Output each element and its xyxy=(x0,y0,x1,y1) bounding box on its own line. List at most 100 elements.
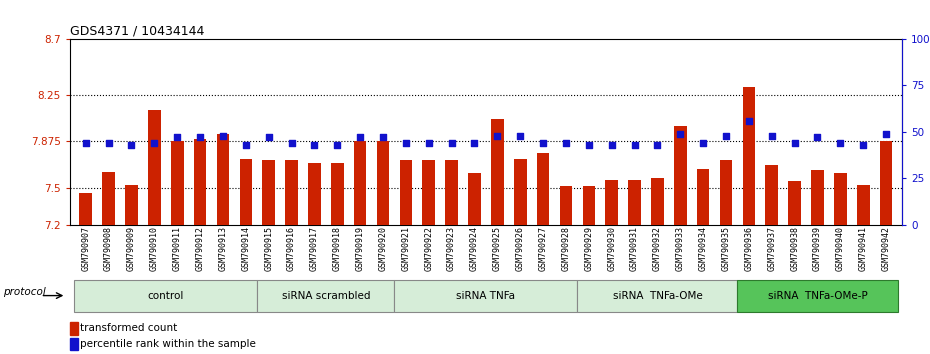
Point xyxy=(627,142,642,148)
Bar xyxy=(171,141,183,225)
Point xyxy=(124,142,139,148)
Text: GSM790929: GSM790929 xyxy=(584,227,593,272)
Bar xyxy=(629,180,641,225)
Point xyxy=(216,133,231,138)
Text: GSM790937: GSM790937 xyxy=(767,227,777,272)
Point xyxy=(421,140,436,146)
FancyBboxPatch shape xyxy=(737,280,897,312)
Point xyxy=(719,133,734,138)
Text: siRNA scrambled: siRNA scrambled xyxy=(282,291,370,301)
Bar xyxy=(697,169,710,225)
Point xyxy=(581,142,596,148)
Text: siRNA  TNFa-OMe: siRNA TNFa-OMe xyxy=(613,291,702,301)
Text: GSM790935: GSM790935 xyxy=(722,227,731,272)
Text: GSM790915: GSM790915 xyxy=(264,227,273,272)
Bar xyxy=(834,173,846,225)
Point xyxy=(879,131,894,137)
Text: GSM790919: GSM790919 xyxy=(355,227,365,272)
Text: GSM790910: GSM790910 xyxy=(150,227,159,272)
Text: GSM790924: GSM790924 xyxy=(470,227,479,272)
Text: GSM790934: GSM790934 xyxy=(698,227,708,272)
Bar xyxy=(491,119,504,225)
Text: GSM790913: GSM790913 xyxy=(219,227,228,272)
Bar xyxy=(720,160,732,225)
Text: siRNA TNFa: siRNA TNFa xyxy=(457,291,515,301)
Point xyxy=(170,135,185,140)
Bar xyxy=(857,185,870,225)
Point xyxy=(101,140,116,146)
Point xyxy=(352,135,367,140)
Text: GSM790926: GSM790926 xyxy=(516,227,525,272)
Bar xyxy=(308,163,321,225)
Text: GDS4371 / 10434144: GDS4371 / 10434144 xyxy=(70,25,204,38)
Bar xyxy=(514,159,526,225)
Text: GSM790938: GSM790938 xyxy=(790,227,799,272)
Point xyxy=(490,133,505,138)
Text: GSM790917: GSM790917 xyxy=(310,227,319,272)
FancyBboxPatch shape xyxy=(74,280,258,312)
Text: protocol: protocol xyxy=(4,287,46,297)
Text: siRNA  TNFa-OMe-P: siRNA TNFa-OMe-P xyxy=(767,291,868,301)
Bar xyxy=(262,160,275,225)
Bar xyxy=(789,182,801,225)
Point xyxy=(559,140,574,146)
Bar xyxy=(70,338,77,350)
Point xyxy=(285,140,299,146)
Point xyxy=(193,135,207,140)
Point xyxy=(604,142,619,148)
Bar xyxy=(651,178,664,225)
Bar xyxy=(70,322,77,335)
Text: GSM790912: GSM790912 xyxy=(195,227,205,272)
Bar xyxy=(880,141,893,225)
Bar xyxy=(148,109,161,225)
Point xyxy=(78,140,93,146)
Bar xyxy=(468,173,481,225)
Bar xyxy=(400,160,412,225)
Bar xyxy=(193,139,206,225)
Text: GSM790914: GSM790914 xyxy=(241,227,250,272)
Text: GSM790942: GSM790942 xyxy=(882,227,891,272)
Bar xyxy=(765,165,778,225)
FancyBboxPatch shape xyxy=(258,280,394,312)
Text: GSM790923: GSM790923 xyxy=(447,227,456,272)
Point xyxy=(764,133,779,138)
Bar xyxy=(331,163,343,225)
Bar xyxy=(126,185,138,225)
Bar xyxy=(422,160,435,225)
Text: GSM790907: GSM790907 xyxy=(81,227,90,272)
Point xyxy=(650,142,665,148)
Text: GSM790927: GSM790927 xyxy=(538,227,548,272)
Point xyxy=(536,140,551,146)
Point xyxy=(238,142,253,148)
Bar xyxy=(560,187,572,225)
Bar xyxy=(217,135,230,225)
Text: GSM790931: GSM790931 xyxy=(630,227,639,272)
Text: GSM790928: GSM790928 xyxy=(562,227,570,272)
Text: GSM790916: GSM790916 xyxy=(287,227,296,272)
Point xyxy=(672,131,687,137)
Text: GSM790936: GSM790936 xyxy=(744,227,753,272)
Point xyxy=(330,142,345,148)
Text: GSM790940: GSM790940 xyxy=(836,227,844,272)
Point xyxy=(833,140,848,146)
Bar xyxy=(354,141,366,225)
Point xyxy=(741,118,756,124)
Bar xyxy=(102,172,115,225)
Text: transformed count: transformed count xyxy=(80,323,177,333)
Point xyxy=(810,135,825,140)
Text: GSM790933: GSM790933 xyxy=(676,227,684,272)
Text: GSM790925: GSM790925 xyxy=(493,227,502,272)
Text: GSM790922: GSM790922 xyxy=(424,227,433,272)
Bar xyxy=(79,193,92,225)
Text: GSM790932: GSM790932 xyxy=(653,227,662,272)
Bar xyxy=(582,187,595,225)
Text: GSM790908: GSM790908 xyxy=(104,227,113,272)
Text: GSM790909: GSM790909 xyxy=(127,227,136,272)
Bar xyxy=(811,170,824,225)
Bar xyxy=(286,160,298,225)
Point xyxy=(512,133,527,138)
Point xyxy=(147,140,162,146)
Text: GSM790939: GSM790939 xyxy=(813,227,822,272)
Point xyxy=(467,140,482,146)
FancyBboxPatch shape xyxy=(394,280,578,312)
